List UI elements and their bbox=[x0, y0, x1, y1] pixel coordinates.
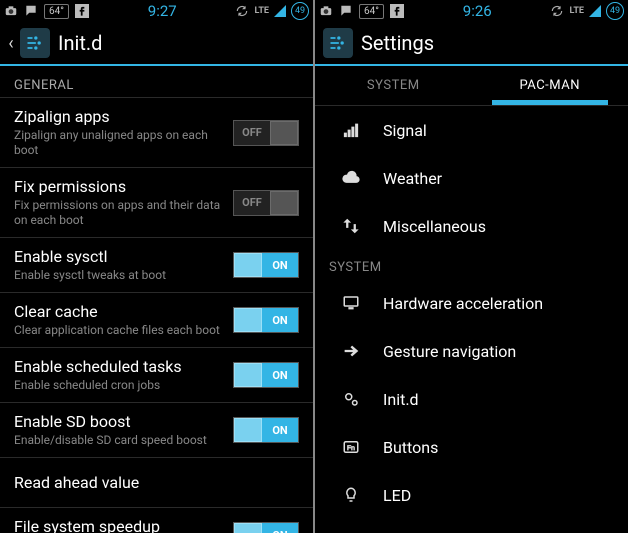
signal-icon bbox=[274, 5, 286, 17]
setting-title: Enable scheduled tasks bbox=[14, 357, 225, 376]
fn-icon: Fn bbox=[337, 438, 365, 456]
monitor-icon bbox=[337, 294, 365, 312]
toggle-fs-speedup[interactable]: ON bbox=[233, 522, 299, 533]
toggle-zipalign[interactable]: OFF bbox=[233, 120, 299, 146]
phone-initd: 64° 9:27 LTE 49 ‹ Init.d GENERAL bbox=[0, 0, 313, 533]
gears-icon bbox=[337, 390, 365, 408]
toggle-fix-permissions[interactable]: OFF bbox=[233, 190, 299, 216]
battery-icon: 49 bbox=[606, 2, 624, 20]
signal-bars-icon bbox=[337, 121, 365, 139]
menu-label: Signal bbox=[383, 121, 427, 140]
menu-gesture-nav[interactable]: Gesture navigation bbox=[315, 327, 628, 375]
menu-weather[interactable]: Weather bbox=[315, 154, 628, 202]
temperature-badge: 64° bbox=[44, 4, 69, 19]
action-bar: Settings bbox=[315, 22, 628, 66]
setting-read-ahead[interactable]: Read ahead value bbox=[0, 458, 313, 508]
clock: 9:26 bbox=[463, 2, 492, 20]
menu-label: LED bbox=[383, 486, 411, 505]
signal-icon bbox=[589, 5, 601, 17]
setting-title: Read ahead value bbox=[14, 473, 291, 492]
toggle-sysctl[interactable]: ON bbox=[233, 252, 299, 278]
setting-title: File system speedup bbox=[14, 517, 225, 533]
app-icon[interactable] bbox=[323, 28, 353, 58]
camera-icon bbox=[4, 4, 18, 18]
camera-icon bbox=[319, 4, 333, 18]
settings-list: GENERAL Zipalign apps Zipalign any unali… bbox=[0, 66, 313, 533]
menu-buttons[interactable]: Fn Buttons bbox=[315, 423, 628, 471]
setting-title: Clear cache bbox=[14, 302, 225, 321]
lte-label: LTE bbox=[569, 6, 584, 16]
page-title: Settings bbox=[361, 31, 434, 55]
chat-icon bbox=[339, 4, 353, 18]
sync-icon bbox=[550, 4, 564, 18]
menu-led[interactable]: LED bbox=[315, 471, 628, 519]
status-bar: 64° 9:26 LTE 49 bbox=[315, 0, 628, 22]
toggle-sd-boost[interactable]: ON bbox=[233, 417, 299, 443]
setting-subtitle: Zipalign any unaligned apps on each boot bbox=[14, 128, 225, 158]
toggle-clear-cache[interactable]: ON bbox=[233, 307, 299, 333]
swap-icon bbox=[337, 217, 365, 235]
menu-label: Buttons bbox=[383, 438, 438, 457]
lte-label: LTE bbox=[254, 6, 269, 16]
menu-label: Miscellaneous bbox=[383, 217, 486, 236]
settings-menu: Signal Weather Miscellaneous SYSTEM Hard… bbox=[315, 106, 628, 533]
svg-text:Fn: Fn bbox=[347, 445, 355, 452]
setting-subtitle: Enable sysctl tweaks at boot bbox=[14, 268, 225, 283]
facebook-icon bbox=[390, 4, 404, 18]
setting-fix-permissions[interactable]: Fix permissions Fix permissions on apps … bbox=[0, 168, 313, 238]
bulb-icon bbox=[337, 486, 365, 504]
section-header-general: GENERAL bbox=[0, 66, 313, 98]
menu-hardware-accel[interactable]: Hardware acceleration bbox=[315, 279, 628, 327]
phone-settings: 64° 9:26 LTE 49 Settings SYSTEM PAC-MAN bbox=[315, 0, 628, 533]
setting-clear-cache[interactable]: Clear cache Clear application cache file… bbox=[0, 293, 313, 348]
chat-icon bbox=[24, 4, 38, 18]
tab-pacman[interactable]: PAC-MAN bbox=[472, 66, 628, 105]
menu-initd[interactable]: Init.d bbox=[315, 375, 628, 423]
menu-signal[interactable]: Signal bbox=[315, 106, 628, 154]
menu-label: Hardware acceleration bbox=[383, 294, 543, 313]
menu-misc[interactable]: Miscellaneous bbox=[315, 202, 628, 250]
page-title: Init.d bbox=[58, 31, 102, 55]
setting-fs-speedup[interactable]: File system speedup Speed up file system… bbox=[0, 508, 313, 533]
setting-title: Zipalign apps bbox=[14, 107, 225, 126]
setting-zipalign-apps[interactable]: Zipalign apps Zipalign any unaligned app… bbox=[0, 98, 313, 168]
setting-subtitle: Enable scheduled cron jobs bbox=[14, 378, 225, 393]
battery-icon: 49 bbox=[291, 2, 309, 20]
app-icon[interactable] bbox=[20, 28, 50, 58]
section-header-system: SYSTEM bbox=[315, 250, 628, 279]
clock: 9:27 bbox=[148, 2, 177, 20]
setting-title: Enable sysctl bbox=[14, 247, 225, 266]
setting-subtitle: Clear application cache files each boot bbox=[14, 323, 225, 338]
back-icon[interactable]: ‹ bbox=[2, 33, 20, 54]
cloud-icon bbox=[337, 169, 365, 187]
toggle-scheduled-tasks[interactable]: ON bbox=[233, 362, 299, 388]
action-bar: ‹ Init.d bbox=[0, 22, 313, 66]
arrow-right-icon bbox=[337, 342, 365, 360]
facebook-icon bbox=[75, 4, 89, 18]
tab-system[interactable]: SYSTEM bbox=[315, 66, 472, 105]
setting-scheduled-tasks[interactable]: Enable scheduled tasks Enable scheduled … bbox=[0, 348, 313, 403]
setting-enable-sysctl[interactable]: Enable sysctl Enable sysctl tweaks at bo… bbox=[0, 238, 313, 293]
setting-subtitle: Fix permissions on apps and their data o… bbox=[14, 198, 225, 228]
menu-sound[interactable]: Sound bbox=[315, 519, 628, 533]
tabs: SYSTEM PAC-MAN bbox=[315, 66, 628, 106]
temperature-badge: 64° bbox=[359, 4, 384, 19]
menu-label: Init.d bbox=[383, 390, 419, 409]
menu-label: Gesture navigation bbox=[383, 342, 516, 361]
setting-title: Enable SD boost bbox=[14, 412, 225, 431]
sync-icon bbox=[235, 4, 249, 18]
setting-subtitle: Enable/disable SD card speed boost bbox=[14, 433, 225, 448]
setting-title: Fix permissions bbox=[14, 177, 225, 196]
setting-sd-boost[interactable]: Enable SD boost Enable/disable SD card s… bbox=[0, 403, 313, 458]
status-bar: 64° 9:27 LTE 49 bbox=[0, 0, 313, 22]
menu-label: Weather bbox=[383, 169, 442, 188]
